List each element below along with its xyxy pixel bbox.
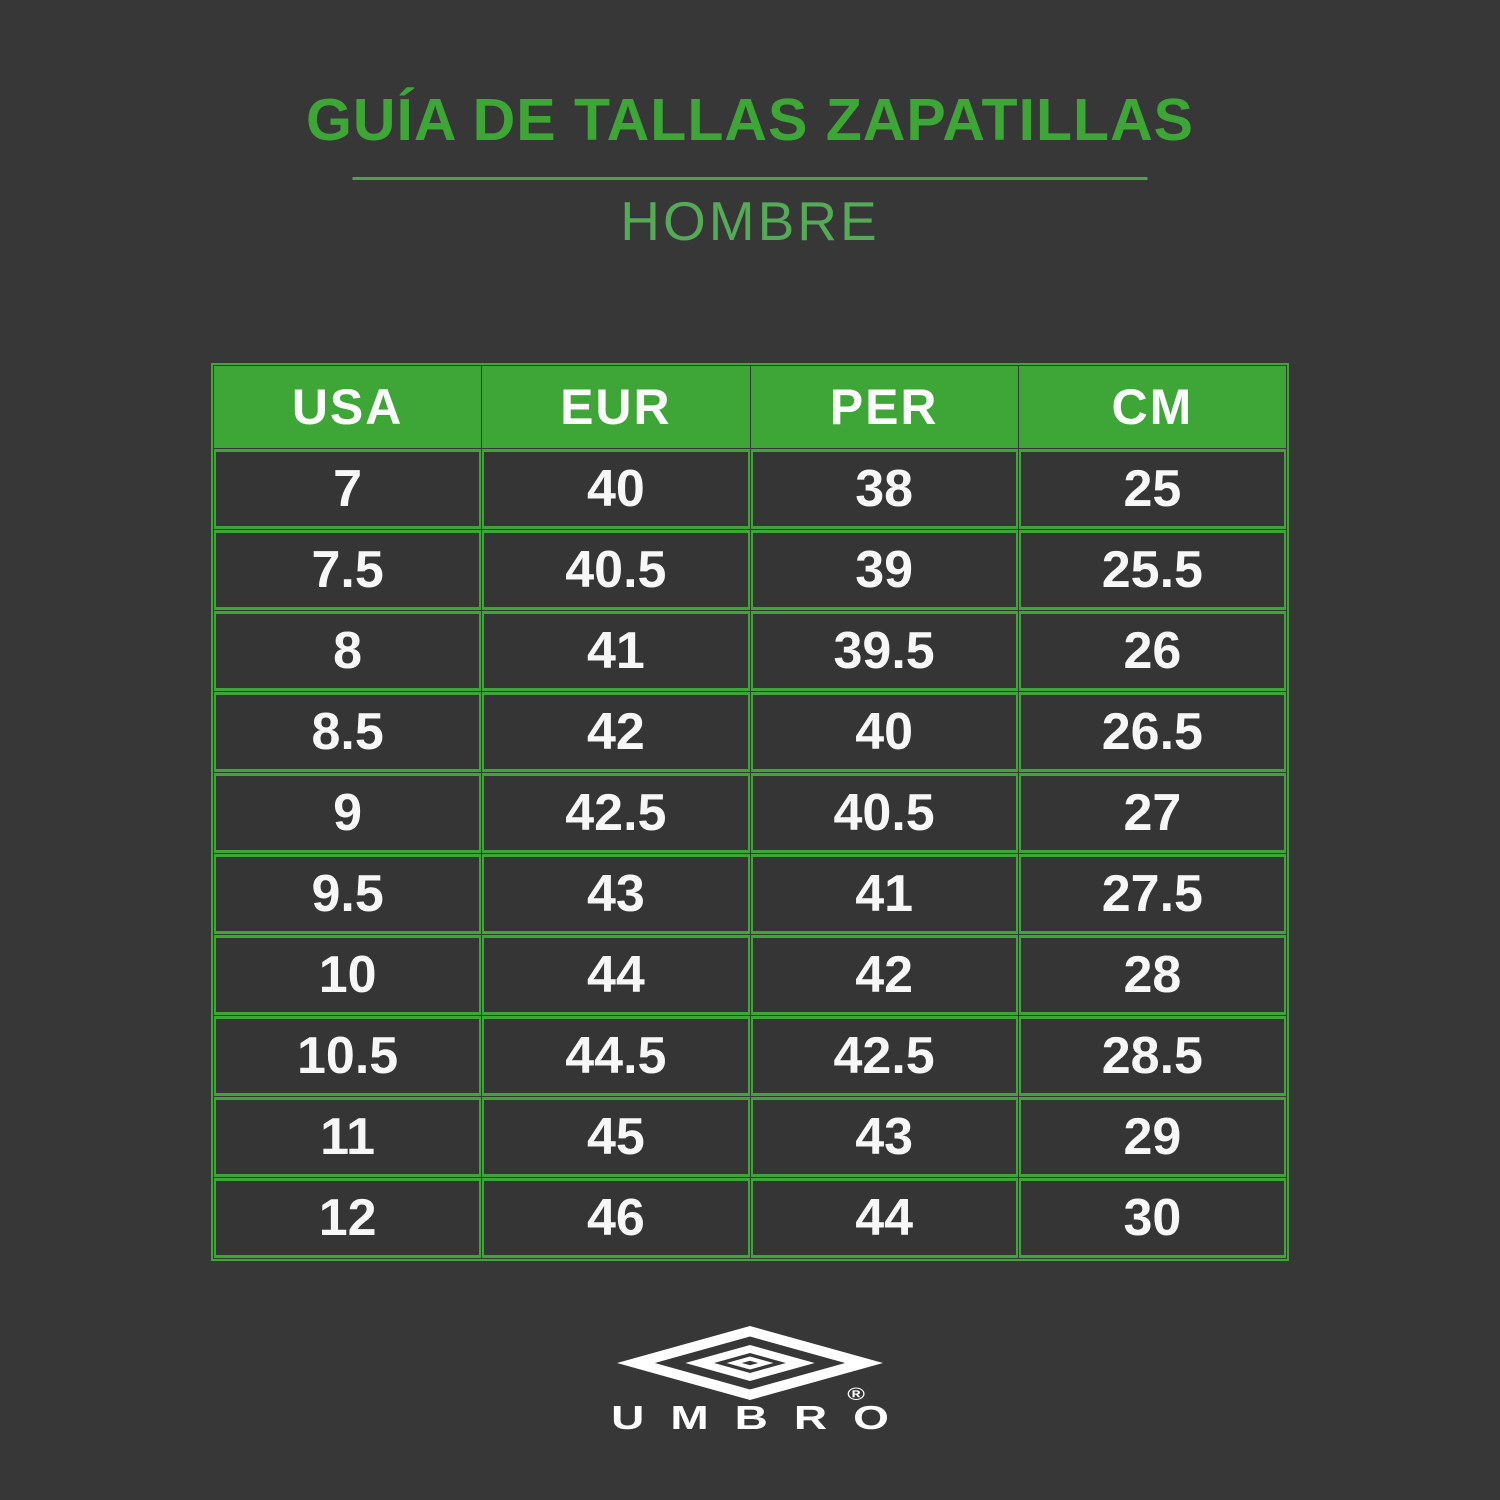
size-cell: 8.5 bbox=[214, 692, 482, 772]
size-row: 8 41 39.5 26 bbox=[214, 611, 1286, 691]
size-cell: 29 bbox=[1018, 1097, 1286, 1177]
size-cell: 42.5 bbox=[482, 773, 750, 853]
size-cell: 46 bbox=[482, 1178, 750, 1258]
size-cell: 26 bbox=[1018, 611, 1286, 691]
page-subtitle: HOMBRE bbox=[620, 190, 880, 252]
size-cell: 44 bbox=[750, 1178, 1018, 1258]
page-title: GUÍA DE TALLAS ZAPATILLAS bbox=[305, 87, 1195, 153]
size-cell: 44.5 bbox=[482, 1016, 750, 1096]
size-cell: 26.5 bbox=[1018, 692, 1286, 772]
size-cell: 7 bbox=[214, 449, 482, 529]
size-cell: 40.5 bbox=[750, 773, 1018, 853]
size-row: 12 46 44 30 bbox=[214, 1178, 1286, 1258]
size-row: 11 45 43 29 bbox=[214, 1097, 1286, 1177]
size-cell: 43 bbox=[750, 1097, 1018, 1177]
size-cell: 9 bbox=[214, 773, 482, 853]
header-row: USA EUR PER CM bbox=[214, 366, 1286, 448]
size-cell: 40 bbox=[482, 449, 750, 529]
size-cell: 38 bbox=[750, 449, 1018, 529]
size-cell: 11 bbox=[214, 1097, 482, 1177]
size-row: 10 44 42 28 bbox=[214, 935, 1286, 1015]
size-cell: 42 bbox=[482, 692, 750, 772]
size-cell: 42 bbox=[750, 935, 1018, 1015]
size-cell: 25.5 bbox=[1018, 530, 1286, 610]
size-cell: 10 bbox=[214, 935, 482, 1015]
size-cell: 40.5 bbox=[482, 530, 750, 610]
size-cell: 12 bbox=[214, 1178, 482, 1258]
umbro-wordmark: UMBRO bbox=[611, 1398, 915, 1437]
size-cell: 28.5 bbox=[1018, 1016, 1286, 1096]
size-cell: 43 bbox=[482, 854, 750, 934]
size-cell: 25 bbox=[1018, 449, 1286, 529]
size-cell: 10.5 bbox=[214, 1016, 482, 1096]
size-row: 9.5 43 41 27.5 bbox=[214, 854, 1286, 934]
size-row: 8.5 42 40 26.5 bbox=[214, 692, 1286, 772]
size-cell: 41 bbox=[750, 854, 1018, 934]
size-cell: 27.5 bbox=[1018, 854, 1286, 934]
size-cell: 39.5 bbox=[750, 611, 1018, 691]
size-table-body: 7 40 38 25 7.5 40.5 39 25.5 8 41 39.5 26 8.5 42 40 26.5… bbox=[214, 449, 1286, 1258]
size-cell: 27 bbox=[1018, 773, 1286, 853]
umbro-diamond-icon bbox=[617, 1326, 883, 1400]
size-cell: 45 bbox=[482, 1097, 750, 1177]
size-row: 7 40 38 25 bbox=[214, 449, 1286, 529]
size-table: USA EUR PER CM 7 40 38 25 7.5 40.5 39 25.5 8 41 39.5 2… bbox=[211, 363, 1289, 1261]
size-cell: 8 bbox=[214, 611, 482, 691]
column-header-eur: EUR bbox=[482, 366, 750, 448]
umbro-logo: UMBRO ® bbox=[0, 1385, 1500, 1452]
size-cell: 44 bbox=[482, 935, 750, 1015]
column-header-usa: USA bbox=[214, 366, 482, 448]
size-table-header: USA EUR PER CM bbox=[214, 366, 1286, 448]
title-underline bbox=[352, 177, 1148, 180]
size-row: 9 42.5 40.5 27 bbox=[214, 773, 1286, 853]
umbro-wordmark-wrap: UMBRO ® bbox=[611, 1385, 889, 1437]
registered-trademark-icon: ® bbox=[847, 1385, 865, 1405]
size-cell: 42.5 bbox=[750, 1016, 1018, 1096]
size-cell: 7.5 bbox=[214, 530, 482, 610]
size-row: 7.5 40.5 39 25.5 bbox=[214, 530, 1286, 610]
size-cell: 30 bbox=[1018, 1178, 1286, 1258]
size-cell: 39 bbox=[750, 530, 1018, 610]
column-header-per: PER bbox=[750, 366, 1018, 448]
size-cell: 28 bbox=[1018, 935, 1286, 1015]
column-header-cm: CM bbox=[1018, 366, 1286, 448]
size-row: 10.5 44.5 42.5 28.5 bbox=[214, 1016, 1286, 1096]
size-cell: 41 bbox=[482, 611, 750, 691]
size-cell: 9.5 bbox=[214, 854, 482, 934]
size-cell: 40 bbox=[750, 692, 1018, 772]
